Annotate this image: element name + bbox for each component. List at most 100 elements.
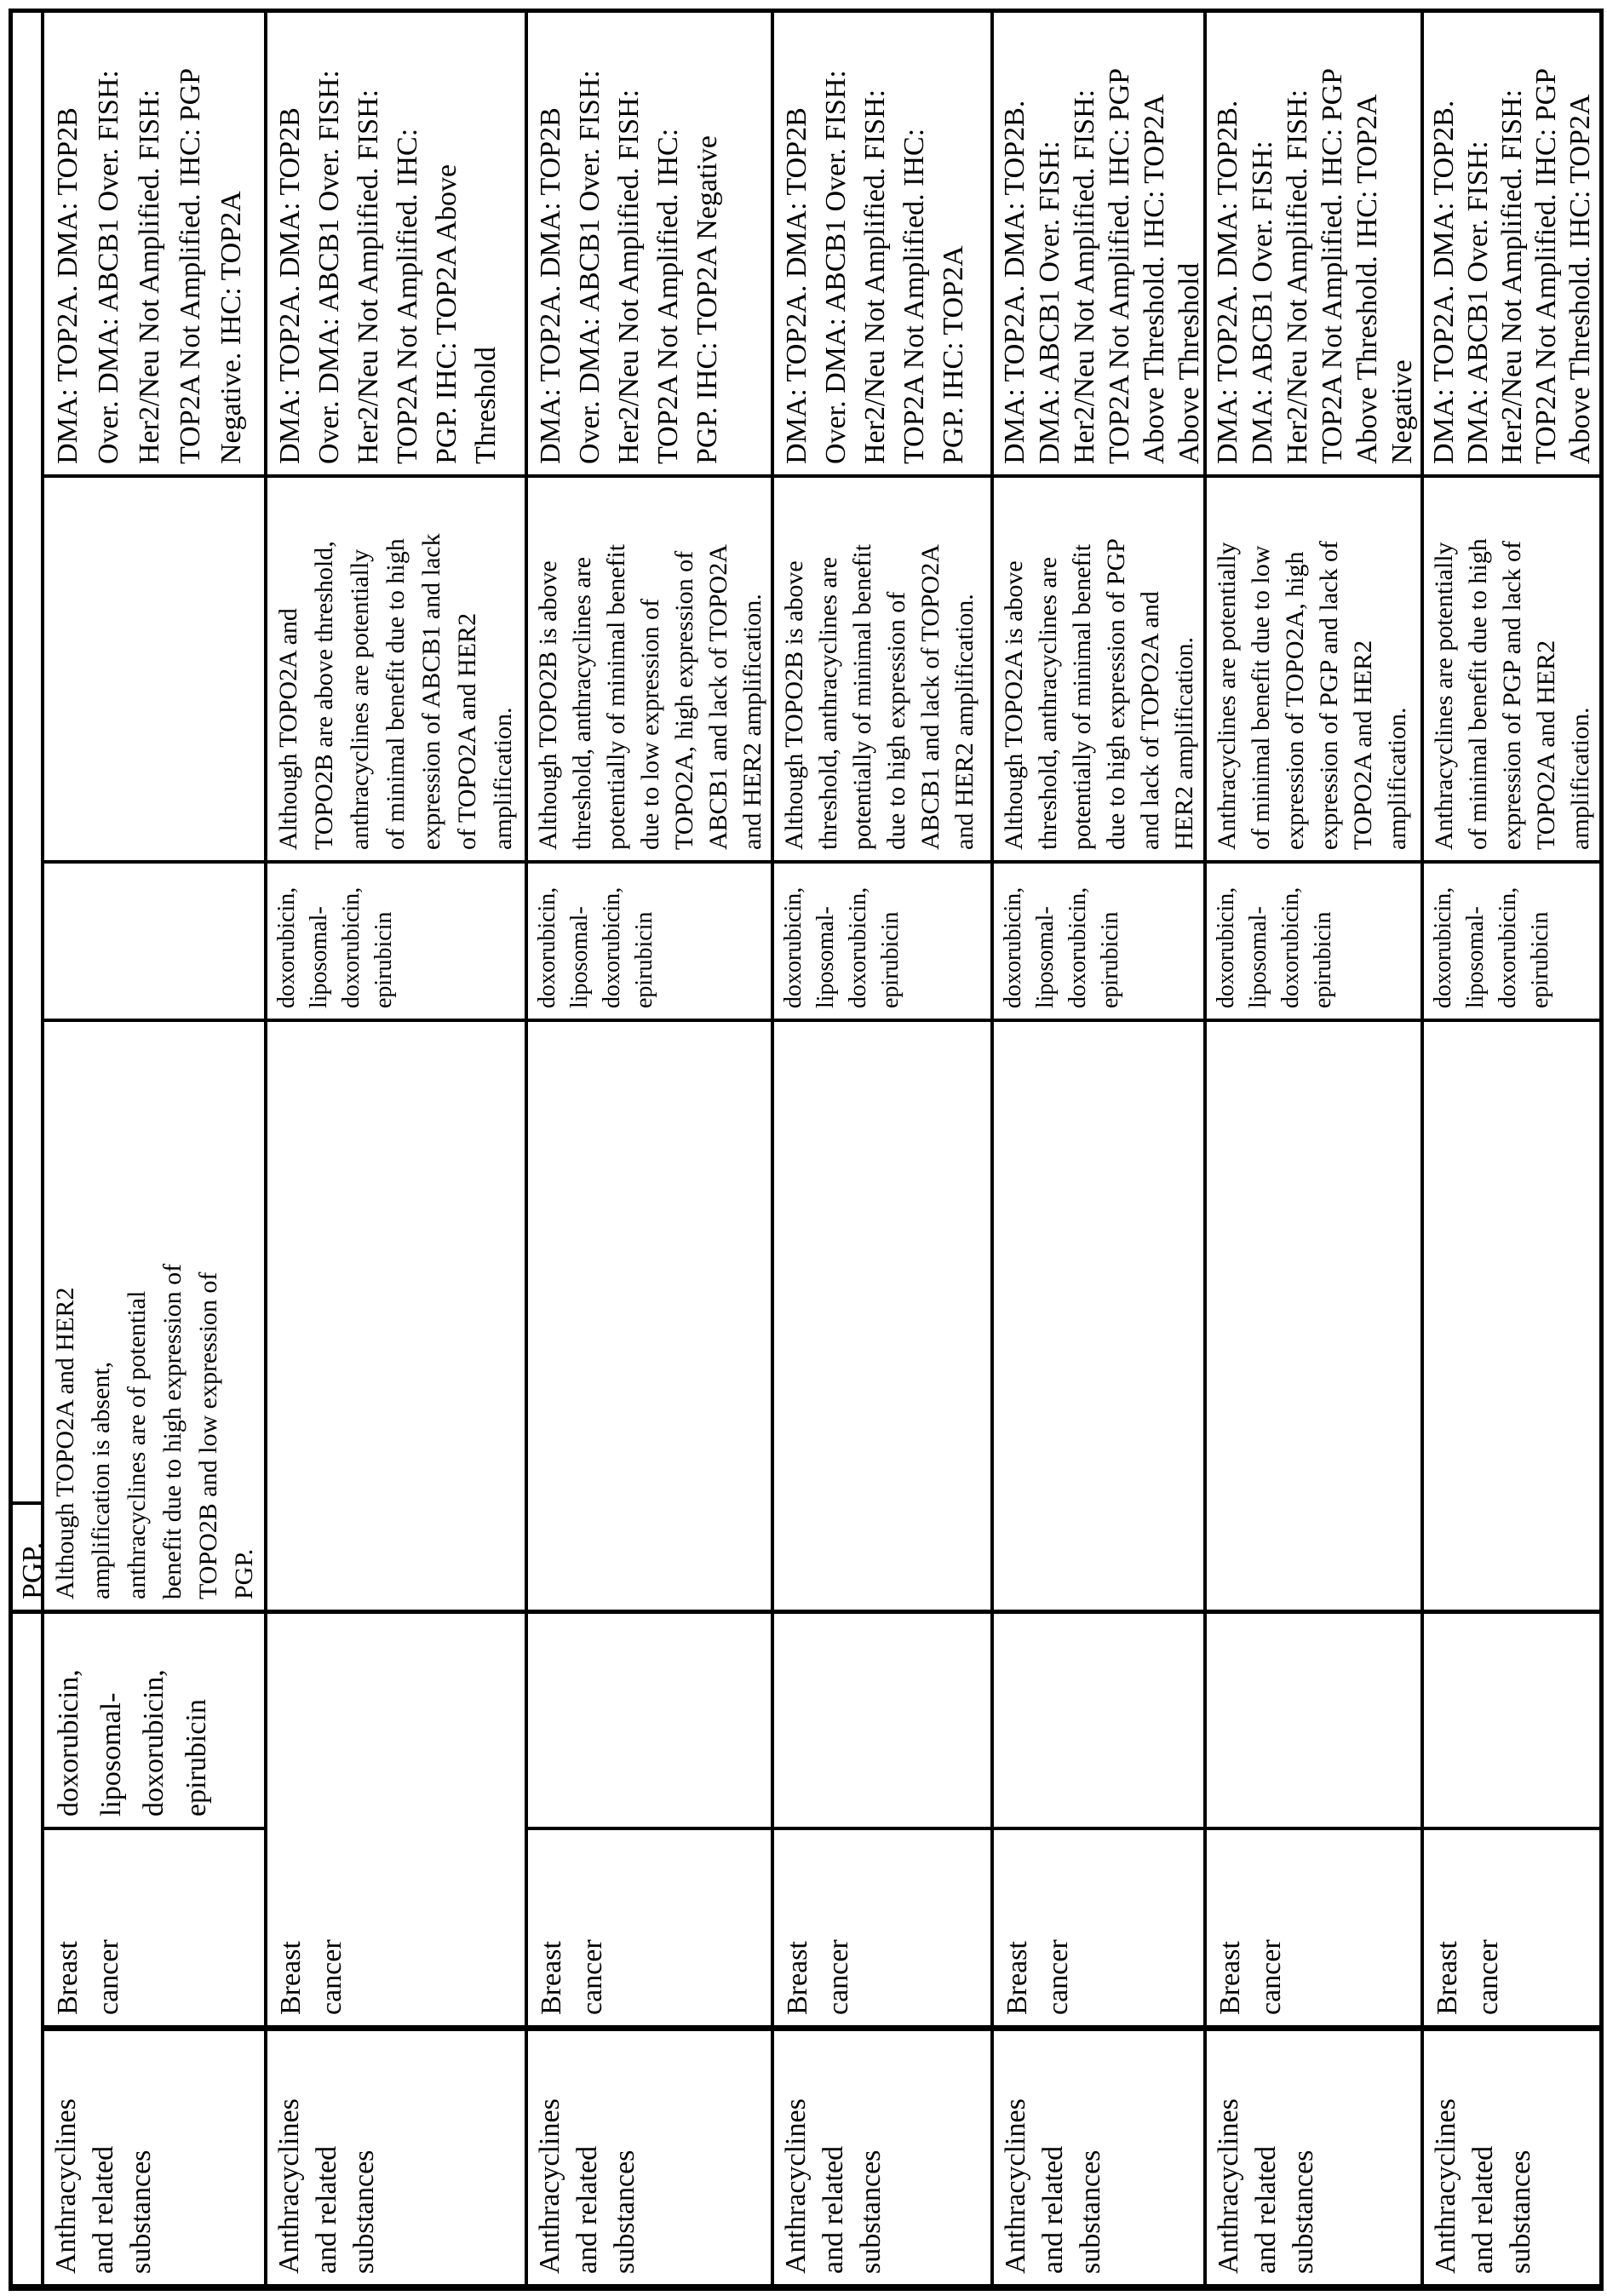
drugs-cell: doxorubicin, liposomal- doxorubicin, epi… bbox=[44, 1614, 264, 1830]
rationale-cell: Although TOPO2A is above threshold, anth… bbox=[994, 478, 1203, 864]
rationale-text: Anthracyclines are potentially of minima… bbox=[1213, 541, 1411, 850]
drugs-cell: doxorubicin, liposomal- doxorubicin, epi… bbox=[528, 864, 771, 1022]
empty-cell-text bbox=[13, 1614, 41, 2284]
empty-cell-text bbox=[1207, 1614, 1420, 1827]
empty-cell bbox=[1424, 1614, 1599, 1830]
empty-cell-text bbox=[267, 1022, 525, 1610]
drug-class-cell: Anthracyclines and related substances bbox=[994, 2031, 1203, 2284]
rationale-cell: Anthracyclines are potentially of minima… bbox=[1207, 478, 1420, 864]
table-row-strip-6: DMA: TOP2A. DMA: TOP2B. DMA: ABCB1 Over.… bbox=[1207, 13, 1424, 2284]
drug-class-text: Anthracyclines and related substances bbox=[1430, 2098, 1536, 2274]
empty-cell-text bbox=[528, 1614, 771, 1827]
drug-class-text: Anthracyclines and related substances bbox=[780, 2098, 887, 2274]
drug-class-cell: Anthracyclines and related substances bbox=[1207, 2031, 1420, 2284]
results-cell: DMA: TOP2A. DMA: TOP2B. DMA: ABCB1 Over.… bbox=[1207, 13, 1420, 478]
results-cell: DMA: TOP2A. DMA: TOP2B Over. DMA: ABCB1 … bbox=[774, 13, 990, 478]
empty-cell bbox=[1207, 1614, 1420, 1830]
empty-cell bbox=[44, 864, 264, 1022]
table-row-strip-7: DMA: TOP2A. DMA: TOP2B. DMA: ABCB1 Over.… bbox=[1424, 13, 1599, 2284]
drugs-cell: doxorubicin, liposomal- doxorubicin, epi… bbox=[994, 864, 1203, 1022]
rationale-text: Although TOPO2A and TOPO2B are above thr… bbox=[274, 533, 517, 850]
rationale-text: Although TOPO2B is above threshold, anth… bbox=[780, 543, 979, 850]
table-row-strip-2: DMA: TOP2A. DMA: TOP2B Over. DMA: ABCB1 … bbox=[267, 13, 528, 2284]
drug-class-cell: Anthracyclines and related substances bbox=[774, 2031, 990, 2284]
indication-cell: Breast cancer bbox=[1424, 1830, 1599, 2031]
results-text: DMA: TOP2A. DMA: TOP2B Over. DMA: ABCB1 … bbox=[52, 67, 247, 464]
drugs-text: doxorubicin, liposomal- doxorubicin, epi… bbox=[534, 887, 657, 1008]
empty-cell-text bbox=[1424, 1022, 1599, 1610]
empty-cell-text bbox=[774, 1022, 990, 1610]
drugs-cell: doxorubicin, liposomal- doxorubicin, epi… bbox=[1424, 864, 1599, 1022]
empty-cell-text bbox=[1424, 1614, 1599, 1827]
empty-cell bbox=[528, 1022, 771, 1614]
results-cell: DMA: TOP2A. DMA: TOP2B. DMA: ABCB1 Over.… bbox=[994, 13, 1203, 478]
results-cell: DMA: TOP2A. DMA: TOP2B Over. DMA: ABCB1 … bbox=[44, 13, 264, 478]
empty-cell bbox=[13, 13, 41, 1505]
empty-cell-text bbox=[528, 1022, 771, 1610]
drug-class-text: Anthracyclines and related substances bbox=[1000, 2098, 1106, 2274]
empty-cell bbox=[267, 1022, 525, 1614]
indication-text: Breast cancer bbox=[1214, 1939, 1287, 2015]
indication-text: Breast cancer bbox=[1432, 1939, 1504, 2015]
indication-text: Breast cancer bbox=[1002, 1939, 1074, 2015]
rationale-text: Anthracyclines are potentially of minima… bbox=[1430, 538, 1594, 850]
table-row-strip-4: DMA: TOP2A. DMA: TOP2B Over. DMA: ABCB1 … bbox=[774, 13, 994, 2284]
empty-cell bbox=[13, 1614, 41, 2284]
empty-cell bbox=[44, 478, 264, 864]
indication-text: Breast cancer bbox=[275, 1939, 347, 2015]
results-text: DMA: TOP2A. DMA: TOP2B Over. DMA: ABCB1 … bbox=[781, 70, 969, 464]
results-text: DMA: TOP2A. DMA: TOP2B. DMA: ABCB1 Over.… bbox=[1428, 67, 1596, 464]
empty-cell-text bbox=[13, 13, 41, 1501]
drug-class-cell: Anthracyclines and related substances bbox=[528, 2031, 771, 2284]
indication-cell: Breast cancer bbox=[528, 1830, 771, 2031]
empty-cell bbox=[1424, 1022, 1599, 1614]
indication-text: Breast cancer bbox=[536, 1939, 608, 2015]
table-row-strip-3: DMA: TOP2A. DMA: TOP2B Over. DMA: ABCB1 … bbox=[528, 13, 774, 2284]
empty-cell bbox=[774, 1614, 990, 1830]
drugs-cell: doxorubicin, liposomal- doxorubicin, epi… bbox=[774, 864, 990, 1022]
drug-class-text: Anthracyclines and related substances bbox=[1213, 2098, 1319, 2274]
drugs-text: doxorubicin, liposomal- doxorubicin, epi… bbox=[1213, 887, 1336, 1008]
drugs-text: doxorubicin, liposomal- doxorubicin, epi… bbox=[273, 887, 397, 1008]
drug-class-text: Anthracyclines and related substances bbox=[50, 2098, 157, 2274]
results-cell: DMA: TOP2A. DMA: TOP2B. DMA: ABCB1 Over.… bbox=[1424, 13, 1599, 478]
indication-cell: Breast cancer bbox=[44, 1830, 264, 2031]
rationale-text: Although TOPO2A is above threshold, anth… bbox=[1000, 538, 1198, 850]
rationale-text: Although TOPO2B is above threshold, anth… bbox=[534, 543, 766, 850]
table-row-strip-continuation: PGP. bbox=[13, 13, 44, 2284]
results-text: DMA: TOP2A. DMA: TOP2B Over. DMA: ABCB1 … bbox=[274, 70, 502, 464]
indication-cell: Breast cancer bbox=[267, 1614, 525, 2031]
empty-cell-text bbox=[994, 1022, 1203, 1610]
rationale-cell: Although TOPO2A and HER2 amplification i… bbox=[44, 1022, 264, 1614]
empty-cell-text bbox=[44, 478, 264, 860]
continued-rationale-cell: PGP. bbox=[13, 1505, 41, 1614]
empty-cell-text bbox=[1207, 1022, 1420, 1610]
drugs-text: doxorubicin, liposomal- doxorubicin, epi… bbox=[780, 887, 904, 1008]
drugs-text: doxorubicin, liposomal- doxorubicin, epi… bbox=[1000, 887, 1123, 1008]
empty-cell-text bbox=[44, 864, 264, 1019]
drugs-text: doxorubicin, liposomal- doxorubicin, epi… bbox=[1430, 887, 1553, 1008]
drugs-text: doxorubicin, liposomal- doxorubicin, epi… bbox=[53, 1669, 212, 1817]
indication-cell: Breast cancer bbox=[994, 1830, 1203, 2031]
results-text: DMA: TOP2A. DMA: TOP2B Over. DMA: ABCB1 … bbox=[535, 70, 723, 464]
drug-class-text: Anthracyclines and related substances bbox=[534, 2098, 640, 2274]
continued-rationale-text: PGP. bbox=[17, 1541, 41, 1599]
rationale-cell: Although TOPO2B is above threshold, anth… bbox=[774, 478, 990, 864]
drugs-cell: doxorubicin, liposomal- doxorubicin, epi… bbox=[267, 864, 525, 1022]
table-row-strip-1: DMA: TOP2A. DMA: TOP2B Over. DMA: ABCB1 … bbox=[44, 13, 267, 2284]
empty-cell bbox=[994, 1614, 1203, 1830]
empty-cell bbox=[1207, 1022, 1420, 1614]
indication-text: Breast cancer bbox=[52, 1939, 124, 2015]
drug-class-cell: Anthracyclines and related substances bbox=[267, 2031, 525, 2284]
indication-cell: Breast cancer bbox=[774, 1830, 990, 2031]
empty-cell-text bbox=[994, 1614, 1203, 1827]
results-text: DMA: TOP2A. DMA: TOP2B. DMA: ABCB1 Over.… bbox=[999, 67, 1203, 464]
drug-class-cell: Anthracyclines and related substances bbox=[44, 2031, 264, 2284]
rationale-cell: Anthracyclines are potentially of minima… bbox=[1424, 478, 1599, 864]
results-cell: DMA: TOP2A. DMA: TOP2B Over. DMA: ABCB1 … bbox=[528, 13, 771, 478]
results-cell: DMA: TOP2A. DMA: TOP2B Over. DMA: ABCB1 … bbox=[267, 13, 525, 478]
drug-class-text: Anthracyclines and related substances bbox=[273, 2098, 380, 2274]
rationale-text: Although TOPO2A and HER2 amplification i… bbox=[51, 1263, 258, 1599]
rationale-cell: Although TOPO2B is above threshold, anth… bbox=[528, 478, 771, 864]
